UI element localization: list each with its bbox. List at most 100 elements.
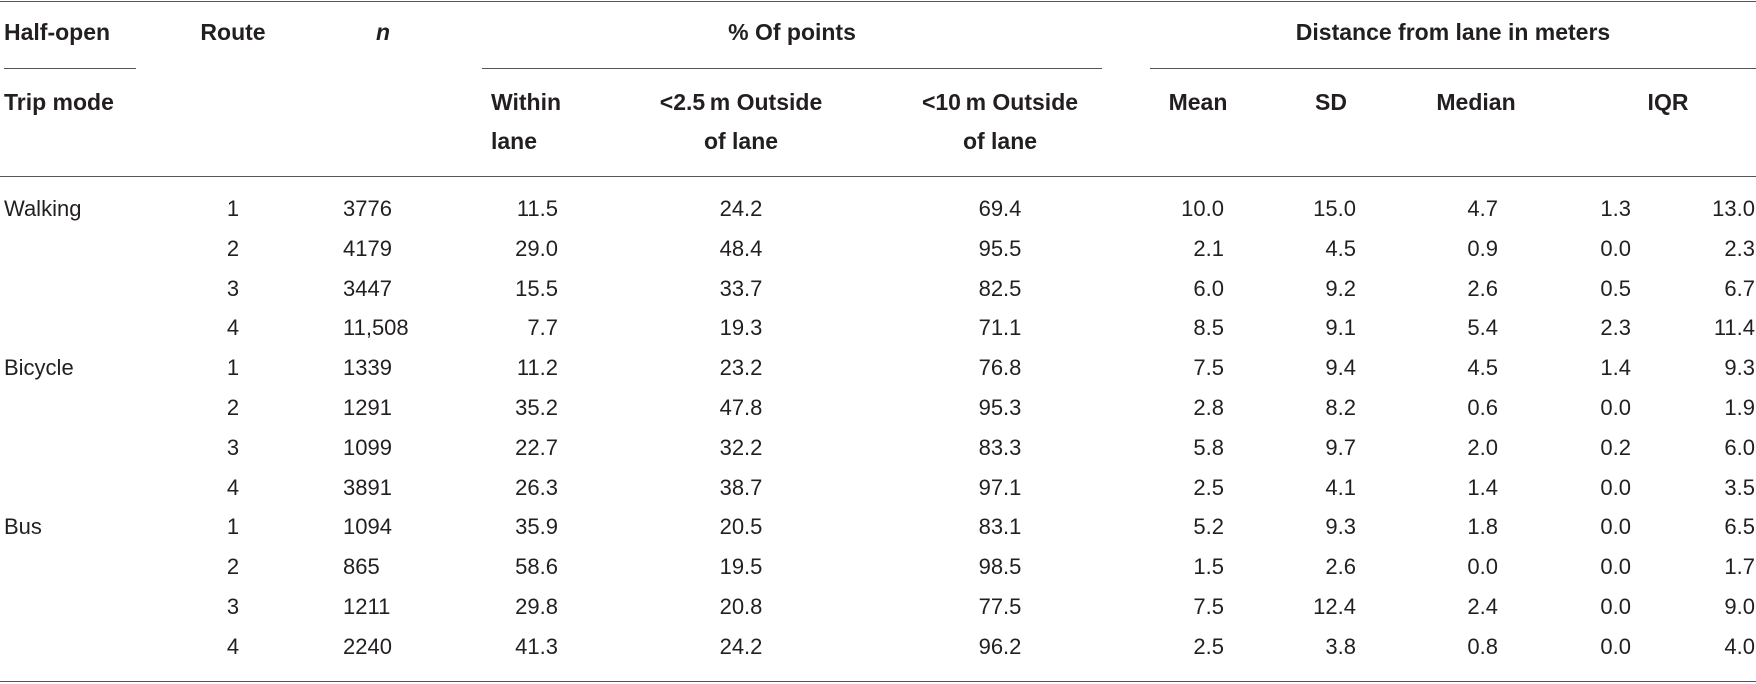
cell-lt25: 19.3 (719, 315, 763, 340)
cell-route: 3 (226, 594, 240, 619)
cell-median: 4.7 (1467, 196, 1498, 221)
cell-mean: 7.5 (1193, 355, 1224, 380)
cell-sd: 4.1 (1325, 475, 1356, 500)
cell-iqr-high: 2.3 (1724, 236, 1755, 261)
cell-iqr-low: 0.0 (1600, 634, 1631, 659)
cell-sd: 9.1 (1325, 315, 1356, 340)
cell-sd: 15.0 (1313, 196, 1356, 221)
cell-iqr-low: 1.4 (1600, 355, 1631, 380)
header-within-line2: lane (491, 128, 538, 154)
cell-route: 1 (226, 514, 240, 539)
cell-within: 29.0 (515, 236, 558, 261)
cell-route: 2 (226, 554, 240, 579)
header-lt25-line2: of lane (703, 128, 779, 154)
cell-lt10: 76.8 (978, 355, 1022, 380)
cell-lt10: 98.5 (978, 554, 1022, 579)
cell-mean: 2.5 (1193, 475, 1224, 500)
cell-median: 0.6 (1467, 395, 1498, 420)
cell-n: 11,508 (343, 315, 409, 340)
cell-lt25: 33.7 (719, 276, 763, 301)
header-lt25-line1: <2.5 m Outside (659, 89, 823, 115)
header-lt10-line1: <10 m Outside (921, 89, 1079, 115)
cell-sd: 9.3 (1325, 514, 1356, 539)
cell-lt25: 20.5 (719, 514, 763, 539)
cell-iqr-high: 9.3 (1724, 355, 1755, 380)
cell-lt25: 48.4 (719, 236, 763, 261)
cell-lt25: 38.7 (719, 475, 763, 500)
cell-lt10: 95.5 (978, 236, 1022, 261)
cell-lt10: 96.2 (978, 634, 1022, 659)
cell-sd: 4.5 (1325, 236, 1356, 261)
cell-iqr-low: 0.0 (1600, 475, 1631, 500)
cell-within: 41.3 (515, 634, 558, 659)
cell-within: 15.5 (515, 276, 558, 301)
cell-mean: 6.0 (1193, 276, 1224, 301)
cell-sd: 2.6 (1325, 554, 1356, 579)
cell-mean: 10.0 (1181, 196, 1224, 221)
cell-route: 4 (226, 634, 240, 659)
cell-within: 29.8 (515, 594, 558, 619)
distance-underline (1150, 68, 1756, 69)
cell-median: 0.9 (1467, 236, 1498, 261)
cell-n: 4179 (343, 236, 392, 261)
cell-sd: 9.2 (1325, 276, 1356, 301)
cell-median: 1.4 (1467, 475, 1498, 500)
cell-n: 865 (343, 554, 380, 579)
cell-mean: 2.5 (1193, 634, 1224, 659)
cell-iqr-high: 3.5 (1724, 475, 1755, 500)
cell-lt25: 23.2 (719, 355, 763, 380)
header-median: Median (1436, 89, 1516, 115)
cell-iqr-low: 2.3 (1600, 315, 1631, 340)
cell-trip-mode: Walking (4, 196, 82, 221)
cell-lt25: 47.8 (719, 395, 763, 420)
header-pct-points: % Of points (728, 19, 856, 45)
cell-within: 22.7 (515, 435, 558, 460)
cell-n: 1339 (343, 355, 392, 380)
cell-sd: 9.7 (1325, 435, 1356, 460)
header-distance: Distance from lane in meters (1295, 19, 1611, 45)
top-rule (0, 1, 1756, 2)
cell-lt10: 83.1 (978, 514, 1022, 539)
cell-mean: 5.8 (1193, 435, 1224, 460)
cell-n: 3776 (343, 196, 392, 221)
cell-iqr-low: 0.0 (1600, 554, 1631, 579)
cell-mean: 5.2 (1193, 514, 1224, 539)
cell-lt10: 97.1 (978, 475, 1022, 500)
cell-route: 3 (226, 435, 240, 460)
cell-median: 4.5 (1467, 355, 1498, 380)
cell-median: 2.4 (1467, 594, 1498, 619)
cell-route: 4 (226, 475, 240, 500)
half-open-underline (4, 68, 136, 69)
cell-sd: 12.4 (1313, 594, 1356, 619)
cell-iqr-high: 6.5 (1724, 514, 1755, 539)
cell-iqr-low: 0.0 (1600, 514, 1631, 539)
cell-iqr-high: 1.9 (1724, 395, 1755, 420)
cell-lt25: 24.2 (719, 634, 763, 659)
cell-median: 0.8 (1467, 634, 1498, 659)
cell-mean: 2.1 (1193, 236, 1224, 261)
cell-within: 11.5 (516, 196, 558, 221)
cell-route: 2 (226, 236, 240, 261)
cell-lt10: 69.4 (978, 196, 1022, 221)
cell-n: 1094 (343, 514, 392, 539)
header-lt10-line2: of lane (962, 128, 1038, 154)
cell-within: 26.3 (515, 475, 558, 500)
header-mean: Mean (1168, 89, 1228, 115)
cell-mean: 2.8 (1193, 395, 1224, 420)
cell-iqr-high: 6.0 (1724, 435, 1755, 460)
cell-median: 1.8 (1467, 514, 1498, 539)
cell-sd: 8.2 (1325, 395, 1356, 420)
cell-iqr-low: 0.5 (1600, 276, 1631, 301)
cell-iqr-low: 0.0 (1600, 395, 1631, 420)
cell-n: 2240 (343, 634, 392, 659)
cell-iqr-low: 0.0 (1600, 594, 1631, 619)
cell-iqr-high: 4.0 (1724, 634, 1755, 659)
cell-route: 4 (226, 315, 240, 340)
cell-within: 7.7 (527, 315, 558, 340)
cell-sd: 9.4 (1325, 355, 1356, 380)
cell-n: 1291 (343, 395, 392, 420)
cell-lt10: 71.1 (978, 315, 1022, 340)
cell-route: 3 (226, 276, 240, 301)
cell-mean: 7.5 (1193, 594, 1224, 619)
cell-iqr-high: 9.0 (1724, 594, 1755, 619)
